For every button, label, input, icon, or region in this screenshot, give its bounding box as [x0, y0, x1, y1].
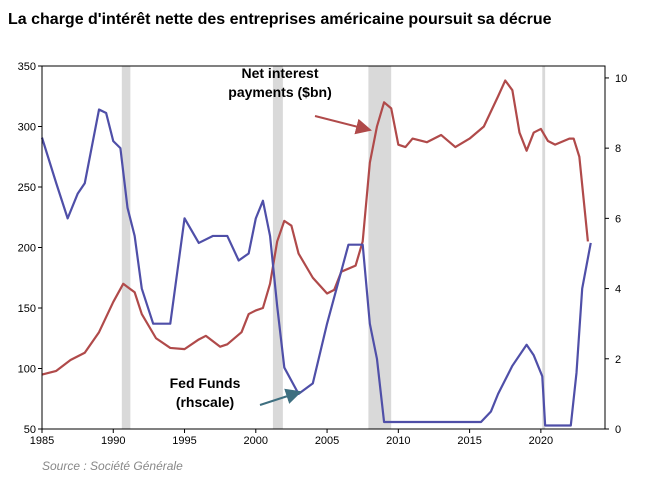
x-tick-label: 1985 — [30, 435, 54, 447]
x-tick-label: 2005 — [315, 435, 339, 447]
recession-band — [121, 66, 131, 429]
x-tick-label: 2020 — [529, 435, 553, 447]
y2-tick-label: 2 — [615, 354, 621, 366]
y2-tick-label: 0 — [615, 424, 621, 436]
annotation: Fed Funds — [170, 375, 241, 391]
x-tick-label: 2015 — [457, 435, 481, 447]
chart-title: La charge d'intérêt nette des entreprise… — [8, 11, 552, 28]
y2-tick-label: 10 — [615, 73, 627, 85]
arrow — [259, 388, 302, 406]
y-tick-label: 100 — [18, 364, 36, 376]
y-tick-label: 200 — [18, 243, 36, 255]
series-line — [40, 108, 592, 427]
y-tick-label: 150 — [18, 303, 36, 315]
y-tick-label: 300 — [18, 122, 36, 134]
y-tick-label: 350 — [18, 61, 36, 73]
annotation: payments ($bn) — [228, 84, 331, 100]
recession-band — [368, 66, 392, 429]
recession-band — [272, 66, 283, 429]
x-tick-label: 1995 — [172, 435, 196, 447]
x-tick-label: 2000 — [244, 435, 268, 447]
x-tick-label: 1990 — [101, 435, 125, 447]
y2-tick-label: 4 — [615, 284, 621, 296]
annotation: (rhscale) — [176, 394, 234, 410]
x-tick-label: 2010 — [386, 435, 410, 447]
arrow — [314, 115, 372, 135]
y2-tick-label: 8 — [615, 143, 621, 155]
annotation: Net interest — [241, 65, 318, 81]
source: Source : Société Générale — [42, 459, 183, 473]
y-tick-label: 250 — [18, 182, 36, 194]
recession-band — [542, 66, 546, 429]
y-tick-label: 50 — [24, 424, 36, 436]
y2-tick-label: 6 — [615, 213, 621, 225]
